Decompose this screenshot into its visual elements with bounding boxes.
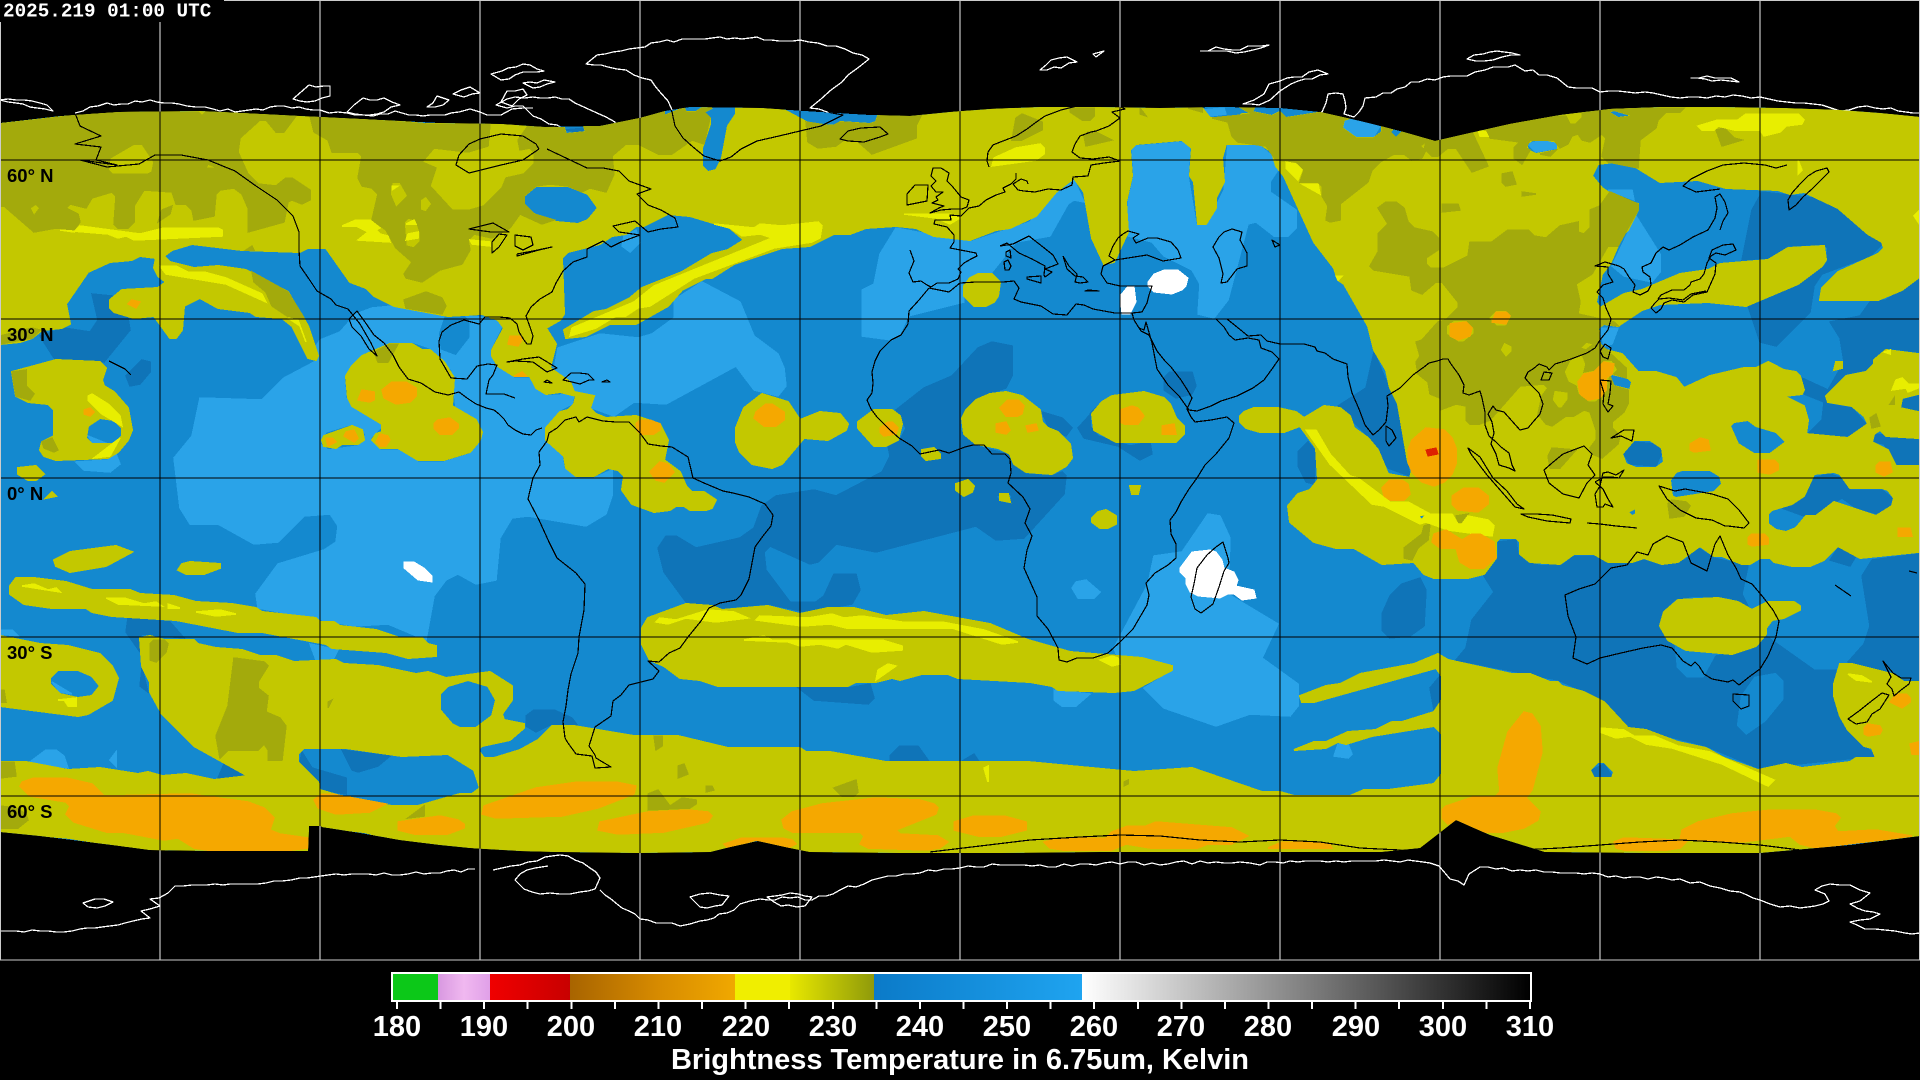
svg-text:250: 250 (983, 1011, 1031, 1043)
svg-text:300: 300 (1419, 1011, 1467, 1043)
svg-text:60° N: 60° N (7, 165, 53, 186)
svg-text:30° S: 30° S (7, 642, 52, 663)
svg-text:230: 230 (809, 1011, 857, 1043)
svg-text:310: 310 (1506, 1011, 1554, 1043)
svg-text:220: 220 (722, 1011, 770, 1043)
svg-text:30° N: 30° N (7, 324, 53, 345)
svg-text:260: 260 (1070, 1011, 1118, 1043)
svg-text:180: 180 (373, 1011, 421, 1043)
svg-text:190: 190 (460, 1011, 508, 1043)
svg-text:210: 210 (634, 1011, 682, 1043)
svg-text:0° N: 0° N (7, 483, 43, 504)
svg-text:270: 270 (1157, 1011, 1205, 1043)
svg-text:280: 280 (1244, 1011, 1292, 1043)
svg-text:60° S: 60° S (7, 801, 52, 822)
svg-text:2025.219 01:00 UTC: 2025.219 01:00 UTC (3, 1, 212, 23)
svg-text:290: 290 (1332, 1011, 1380, 1043)
svg-text:Brightness Temperature in 6.75: Brightness Temperature in 6.75um, Kelvin (671, 1044, 1249, 1076)
svg-text:240: 240 (896, 1011, 944, 1043)
svg-text:200: 200 (547, 1011, 595, 1043)
